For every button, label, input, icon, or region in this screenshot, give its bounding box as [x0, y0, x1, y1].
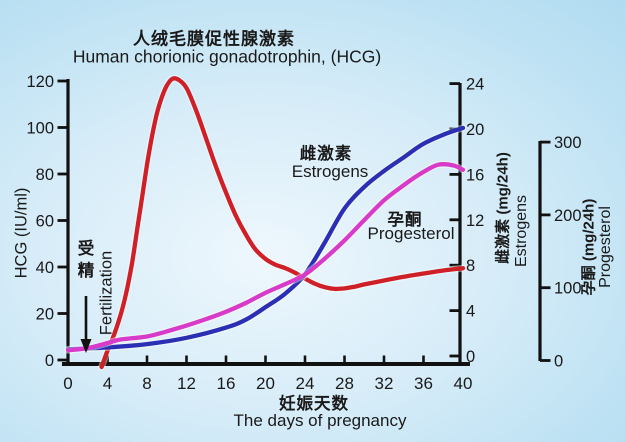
x-axis-label-en: The days of pregnancy	[233, 411, 407, 430]
hcg-tick-label: 120	[26, 73, 54, 91]
y-axis-label-estrogens-en: Estrogens	[513, 194, 530, 268]
hcg-tick-label: 60	[36, 213, 54, 231]
x-tick-label: 16	[217, 374, 236, 393]
estrogens-annotation-cn: 雌激素	[299, 145, 353, 163]
x-tick-label: 36	[414, 374, 433, 393]
y-axis-label-estrogens-cn: 雌激素 (mg/24h)	[494, 152, 512, 264]
y-axis-label-progesterol-en: Progesterol	[597, 206, 614, 288]
progesterol-tick-label: 300	[554, 134, 582, 152]
estrogens-tick-label: 0	[466, 348, 475, 366]
x-tick-label: 12	[177, 374, 196, 393]
x-tick-label: 20	[256, 374, 275, 393]
estrogens-tick-label: 20	[466, 121, 484, 139]
fertilization-annotation-en: Fertilization	[97, 250, 116, 336]
estrogens-tick-label: 12	[466, 212, 484, 230]
fertilization-annotation-cn: 受精	[77, 240, 95, 281]
estrogens-tick-label: 4	[466, 303, 475, 321]
x-axis-label-cn: 妊娠天数	[279, 395, 349, 413]
hcg-tick-label: 20	[36, 306, 54, 324]
hcg-tick-label: 0	[45, 352, 54, 370]
hcg-curve	[99, 76, 466, 370]
hcg-tick-label: 80	[36, 166, 54, 184]
progesterol-annotation-en: Progesterol	[367, 224, 455, 243]
hcg-tick-label: 100	[26, 120, 54, 138]
x-tick-label: 32	[375, 374, 394, 393]
fertilization-arrow-head	[80, 339, 92, 353]
y-axis-label-hcg: HCG (IU/ml)	[12, 187, 31, 279]
x-tick-label: 24	[296, 374, 315, 393]
x-tick-label: 8	[142, 374, 151, 393]
estrogens-tick-label: 16	[466, 166, 484, 184]
x-tick-label: 4	[103, 374, 112, 393]
progesterol-tick-label: 0	[554, 353, 563, 371]
x-tick-label: 0	[63, 374, 72, 393]
x-tick-label: 28	[335, 374, 354, 393]
progesterol-tick-label: 200	[554, 207, 582, 225]
x-tick-label: 40	[454, 374, 473, 393]
progesterol-curve	[65, 162, 466, 353]
estrogens-annotation-en: Estrogens	[291, 162, 369, 181]
y-axis-label-progesterol-cn: 孕酮 (mg/24h)	[580, 198, 598, 296]
estrogens-tick-label: 8	[466, 257, 475, 275]
estrogens-tick-label: 24	[466, 76, 484, 94]
chart-title-cn: 人绒毛膜促性腺激素	[133, 29, 295, 49]
chart-title-en: Human chorionic gonadotrophin, (HCG)	[72, 46, 382, 67]
hcg-tick-label: 40	[36, 259, 54, 277]
progesterol-annotation-cn: 孕酮	[387, 211, 423, 229]
progesterol-tick-label: 100	[554, 280, 582, 298]
